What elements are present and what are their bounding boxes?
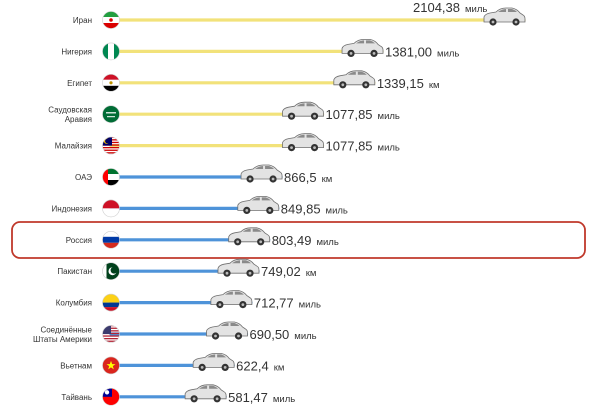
country-label-uae: ОАЭ	[75, 173, 92, 182]
flag-saudi-arabia-icon	[102, 105, 120, 123]
unit-label-taiwan: миль	[273, 394, 295, 405]
country-label-malaysia: Малайзия	[55, 142, 92, 151]
country-label-saudi-arabia: Саудовская	[48, 105, 92, 114]
value-label-pakistan: 749,02	[261, 264, 301, 279]
country-label-usa: Соединённые	[40, 325, 92, 334]
unit-label-usa: миль	[294, 331, 316, 342]
car-icon	[282, 101, 325, 121]
flag-russia-icon	[102, 231, 120, 249]
value-label-usa: 690,50	[250, 327, 290, 342]
unit-label-uae: км	[322, 174, 333, 185]
country-label-taiwan: Тайвань	[61, 393, 92, 402]
country-label-saudi-arabia: Аравия	[65, 115, 92, 124]
russia-highlight-frame	[11, 221, 586, 259]
value-label-nigeria: 1381,00	[385, 44, 432, 59]
flag-uae-icon	[102, 168, 120, 186]
car-icon	[282, 133, 325, 152]
flag-pakistan-icon	[102, 262, 120, 281]
country-label-usa: Штаты Америки	[33, 335, 92, 344]
value-label-indonesia: 849,85	[281, 201, 321, 216]
value-label-iran: 2104,38	[413, 0, 460, 15]
car-icon	[341, 38, 384, 58]
car-icon	[217, 258, 260, 278]
country-label-vietnam: Вьетнам	[60, 361, 92, 370]
car-icon	[206, 321, 249, 341]
unit-label-vietnam: км	[274, 362, 285, 373]
car-icon	[333, 70, 376, 89]
value-label-vietnam: 622,4	[236, 358, 269, 373]
flag-egypt-icon	[102, 74, 120, 92]
unit-label-colombia: миль	[299, 300, 321, 311]
country-label-russia: Россия	[66, 236, 92, 245]
unit-label-russia: миль	[316, 237, 338, 248]
flag-usa-icon	[102, 325, 120, 343]
flag-nigeria-icon	[102, 42, 120, 61]
car-icon	[210, 290, 253, 309]
unit-label-malaysia: миль	[378, 143, 400, 154]
flag-vietnam-icon	[102, 356, 120, 375]
unit-label-nigeria: миль	[437, 48, 459, 59]
car-icon	[237, 195, 280, 215]
country-label-iran: Иран	[73, 16, 92, 25]
country-label-egypt: Египет	[67, 79, 92, 88]
car-icon	[184, 384, 227, 403]
country-label-indonesia: Индонезия	[52, 204, 92, 213]
value-label-taiwan: 581,47	[228, 390, 268, 405]
value-label-malaysia: 1077,85	[326, 139, 373, 154]
unit-label-indonesia: миль	[326, 205, 348, 216]
flag-taiwan-icon	[102, 387, 120, 406]
car-icon	[192, 352, 235, 372]
unit-label-egypt: км	[429, 80, 440, 91]
unit-label-saudi-arabia: миль	[378, 111, 400, 122]
unit-label-iran: миль	[465, 4, 487, 15]
value-label-uae: 866,5	[284, 170, 317, 185]
unit-label-pakistan: км	[306, 268, 317, 279]
flag-colombia-icon	[102, 293, 120, 312]
value-label-russia: 803,49	[272, 233, 312, 248]
value-label-egypt: 1339,15	[377, 76, 424, 91]
flag-iran-icon	[102, 11, 120, 29]
country-label-pakistan: Пакистан	[57, 267, 92, 276]
car-icon	[240, 164, 283, 184]
value-label-colombia: 712,77	[254, 296, 294, 311]
flag-malaysia-icon	[102, 136, 120, 155]
car-icon	[228, 227, 271, 246]
country-label-colombia: Колумбия	[56, 299, 92, 308]
car-icon	[483, 7, 526, 27]
flag-indonesia-icon	[102, 199, 120, 218]
value-label-saudi-arabia: 1077,85	[326, 107, 373, 122]
country-label-nigeria: Нигерия	[61, 47, 92, 56]
